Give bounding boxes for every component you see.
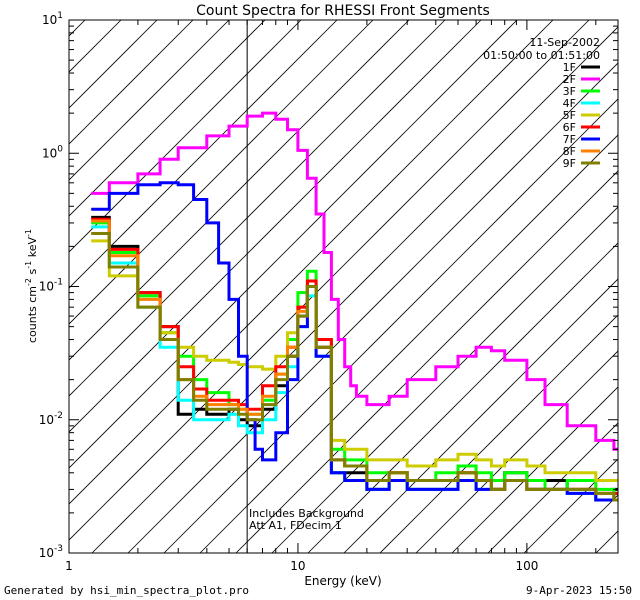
x-tick-label: 100 — [515, 559, 538, 573]
legend-label: 7F — [563, 133, 576, 146]
hatch-line — [69, 20, 446, 397]
hatch-line — [69, 20, 266, 217]
hatch-line — [632, 20, 640, 553]
series-line-5f — [91, 239, 618, 482]
y-tick-label: 101 — [42, 11, 63, 27]
x-tick-label: 1 — [65, 559, 73, 573]
series-line-7f — [91, 181, 618, 502]
legend-label: 3F — [563, 85, 576, 98]
legend-label: 8F — [563, 145, 576, 158]
footer-timestamp: 9-Apr-2023 15:50 — [526, 584, 632, 597]
legend-label: 5F — [563, 109, 576, 122]
x-axis-label: Energy (keV) — [304, 574, 381, 588]
hatch-line — [271, 206, 618, 553]
axis-ticks — [68, 19, 618, 554]
hatch-line — [127, 62, 618, 553]
hatch-line — [69, 20, 554, 505]
legend-label: 2F — [563, 73, 576, 86]
y-tick-labels: 10-3 10-2 10-1 100 101 — [39, 11, 64, 560]
series-layer — [91, 111, 618, 502]
date-label: 11-Sep-2002 — [529, 36, 600, 49]
hatch-line — [163, 98, 618, 553]
hatch-line — [69, 20, 518, 469]
legend-label: 4F — [563, 97, 576, 110]
hatch-line — [69, 20, 590, 541]
hatch-line — [379, 314, 618, 553]
hatch-line — [69, 20, 302, 253]
x-tick-label: 10 — [290, 559, 305, 573]
y-tick-label: 10-3 — [39, 544, 63, 560]
hatch-line — [523, 458, 618, 553]
annotation-background: Includes Background — [249, 507, 364, 520]
hatch-line — [235, 170, 618, 553]
y-tick-label: 100 — [42, 144, 63, 160]
series-line-1f — [91, 215, 618, 502]
hatch-line — [451, 386, 618, 553]
series-line-6f — [91, 217, 618, 495]
hatch-line — [69, 20, 374, 325]
legend-label: 1F — [563, 61, 576, 74]
hatch-line — [199, 134, 618, 553]
hatch-line — [69, 20, 410, 361]
chart-title: Count Spectra for RHESSI Front Segments — [196, 3, 490, 19]
y-tick-label: 10-2 — [39, 411, 63, 427]
series-line-8f — [91, 219, 618, 502]
legend-label: 9F — [563, 157, 576, 170]
hatch-line — [307, 242, 618, 553]
y-axis-label: counts cm-2 s-1 keV-1 — [24, 229, 39, 343]
series-line-9f — [91, 232, 618, 502]
hatch-line — [487, 422, 618, 553]
hatch-line — [91, 26, 618, 553]
legend-label: 6F — [563, 121, 576, 134]
time-range-label: 01:50:00 to 01:51:00 — [483, 49, 600, 62]
hatch-line — [69, 20, 230, 181]
annotation-attenuator: Att A1, FDecim 1 — [249, 519, 342, 532]
series-line-2f — [91, 111, 618, 451]
hatch-line — [69, 20, 482, 433]
footer-generator: Generated by hsi_min_spectra_plot.pro — [4, 584, 250, 597]
hatch-line — [69, 20, 194, 145]
y-tick-label: 10-1 — [39, 278, 63, 294]
x-tick-labels: 1 10 100 — [65, 559, 538, 573]
